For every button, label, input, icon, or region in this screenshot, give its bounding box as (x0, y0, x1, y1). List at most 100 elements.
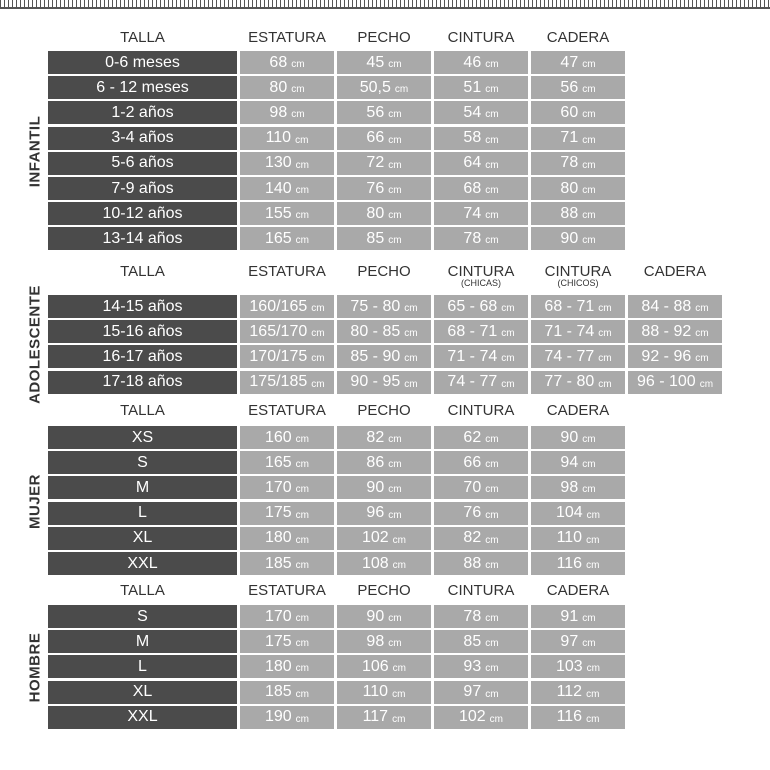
size-cell: 1-2 años (48, 101, 237, 125)
unit: cm (388, 459, 402, 471)
cell-text: 62 (463, 428, 482, 446)
column-header: ESTATURA (240, 403, 334, 418)
unit: cm (295, 159, 310, 171)
cell-text: 92 - 96 (641, 347, 692, 365)
measure-cell: 180 cm (240, 526, 334, 550)
size-cell: L (48, 655, 237, 679)
cell-text: 78 (463, 229, 482, 247)
header-text: TALLA (120, 582, 165, 599)
cell-text: 14-15 años (102, 297, 183, 315)
size-cell: 3-4 años (48, 126, 237, 150)
measure-cell: 160 cm (240, 426, 334, 449)
measure-cell: 88 cm (531, 202, 625, 226)
measure-cell: 175 cm (240, 630, 334, 654)
unit: cm (485, 159, 499, 171)
cell-text: 85 - 90 (350, 347, 401, 365)
unit: cm (388, 109, 402, 121)
cell-text: 98 (269, 103, 288, 121)
unit: cm (388, 484, 402, 496)
cell-text: XL (132, 683, 153, 701)
unit: cm (295, 210, 310, 222)
cell-text: 78 (560, 154, 579, 172)
cell-text: 76 (366, 179, 385, 197)
cell-text: 1-2 años (111, 103, 174, 121)
column-header: CADERA (628, 264, 722, 279)
measure-cell: 76 cm (434, 501, 528, 525)
cell-text: 190 (264, 708, 292, 726)
unit: cm (582, 210, 596, 222)
section-label: HOMBRE (27, 568, 44, 768)
section-label-text: ADOLESCENTE (26, 285, 44, 405)
unit: cm (485, 59, 499, 70)
unit: cm (501, 303, 515, 314)
unit: cm (404, 378, 418, 390)
cell-text: 71 (560, 129, 579, 147)
unit: cm (582, 638, 596, 650)
unit: cm (586, 534, 600, 546)
measure-cell: 180 cm (240, 655, 334, 679)
measure-cell: 93 cm (434, 655, 528, 679)
size-cell: 16-17 años (48, 345, 237, 369)
unit: cm (291, 59, 305, 70)
measure-cell: 106 cm (337, 655, 431, 679)
unit: cm (295, 484, 310, 496)
cell-text: 106 (361, 657, 389, 675)
cell-text: L (138, 657, 147, 675)
unit: cm (485, 509, 499, 521)
cell-text: 78 (463, 607, 482, 625)
cell-text: 74 - 77 (447, 373, 498, 391)
unit: cm (311, 378, 325, 390)
header-text: TALLA (120, 29, 165, 46)
column-header: PECHO (337, 583, 431, 598)
measure-cell: 46 cm (434, 51, 528, 74)
measure-cell: 110 cm (240, 126, 334, 150)
size-cell: M (48, 630, 237, 654)
size-cell: 17-18 años (48, 370, 237, 394)
cell-text: 180 (264, 529, 292, 547)
cell-text: 71 - 74 (447, 347, 498, 365)
measure-cell: 97 cm (434, 680, 528, 704)
unit: cm (489, 713, 504, 725)
size-cell: 7-9 años (48, 177, 237, 200)
cell-text: 96 (366, 504, 385, 522)
header-text: CINTURA (447, 582, 515, 599)
cell-text: 90 (366, 607, 385, 625)
cell-text: 175 (264, 504, 292, 522)
header-text: CINTURA (447, 29, 515, 46)
cell-text: 108 (361, 554, 389, 572)
unit: cm (485, 84, 499, 96)
measure-cell: 66 cm (434, 451, 528, 475)
measure-cell: 98 cm (531, 476, 625, 500)
unit: cm (485, 638, 499, 650)
unit: cm (582, 434, 596, 445)
cell-text: 97 (463, 683, 482, 701)
header-text: CADERA (546, 582, 610, 599)
cell-text: 102 (458, 708, 486, 726)
measure-cell: 165 cm (240, 451, 334, 475)
measure-cell: 74 - 77 cm (434, 370, 528, 394)
unit: cm (485, 459, 499, 471)
cell-text: 185 (264, 554, 292, 572)
unit: cm (392, 560, 407, 571)
measure-cell: 74 cm (434, 202, 528, 226)
measure-cell: 90 - 95 cm (337, 370, 431, 394)
ruler-border (0, 0, 770, 9)
cell-text: 85 (463, 632, 482, 650)
measure-cell: 68 cm (240, 51, 334, 74)
measure-cell: 85 cm (434, 630, 528, 654)
cell-text: 170 (264, 478, 292, 496)
measure-cell: 96 - 100 cm (628, 370, 722, 394)
unit: cm (695, 303, 709, 314)
header-text: CADERA (546, 402, 610, 419)
cell-text: 104 (555, 504, 583, 522)
cell-text: 13-14 años (102, 229, 183, 247)
unit: cm (485, 434, 499, 445)
unit: cm (311, 328, 325, 340)
cell-text: 16-17 años (102, 347, 183, 365)
cell-text: 10-12 años (102, 204, 183, 222)
column-header: CADERA (531, 30, 625, 45)
unit: cm (295, 434, 310, 445)
measure-cell: 91 cm (531, 605, 625, 628)
header-text: CINTURA (447, 402, 515, 419)
cell-text: 90 (560, 229, 579, 247)
